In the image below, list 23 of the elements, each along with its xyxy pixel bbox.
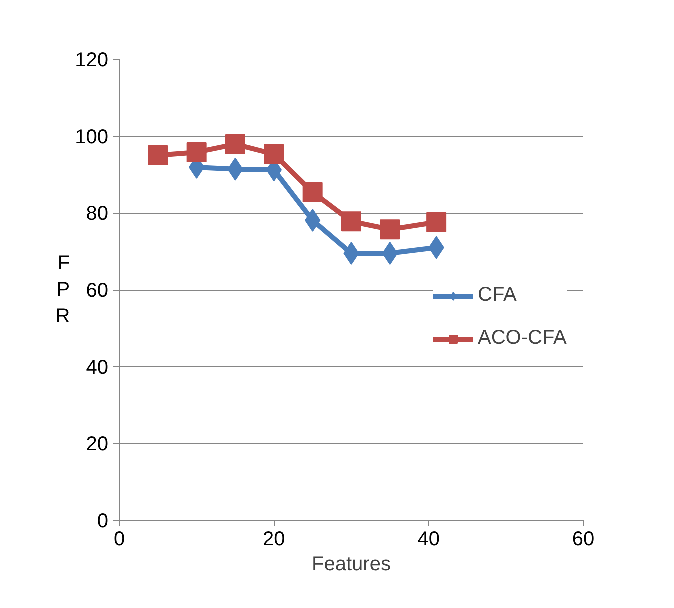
x-tick-label: 60 [572,528,595,550]
point [226,134,246,154]
point [426,212,447,232]
x-axis-title: Features [312,554,391,576]
y-tick-label: 60 [86,280,109,302]
point [380,220,400,240]
x-tick-label: 40 [418,528,440,550]
point [342,212,362,232]
legend-label: CFA [478,284,517,307]
y-tick-label: 120 [75,50,109,72]
point [302,182,323,202]
point [186,142,207,162]
y-tick-label: 20 [86,434,109,456]
y-tick-label: 100 [75,126,109,148]
y-tick-label: 0 [97,510,108,532]
legend-label: ACO-CFA [478,327,567,350]
point [264,144,284,164]
x-tick-label: 20 [263,528,286,550]
x-tick-label: 0 [114,528,126,550]
y-tick-label: 80 [86,203,109,226]
y-axis-title: FPR [56,252,70,328]
point [148,146,168,166]
y-tick-label: 40 [86,356,109,379]
